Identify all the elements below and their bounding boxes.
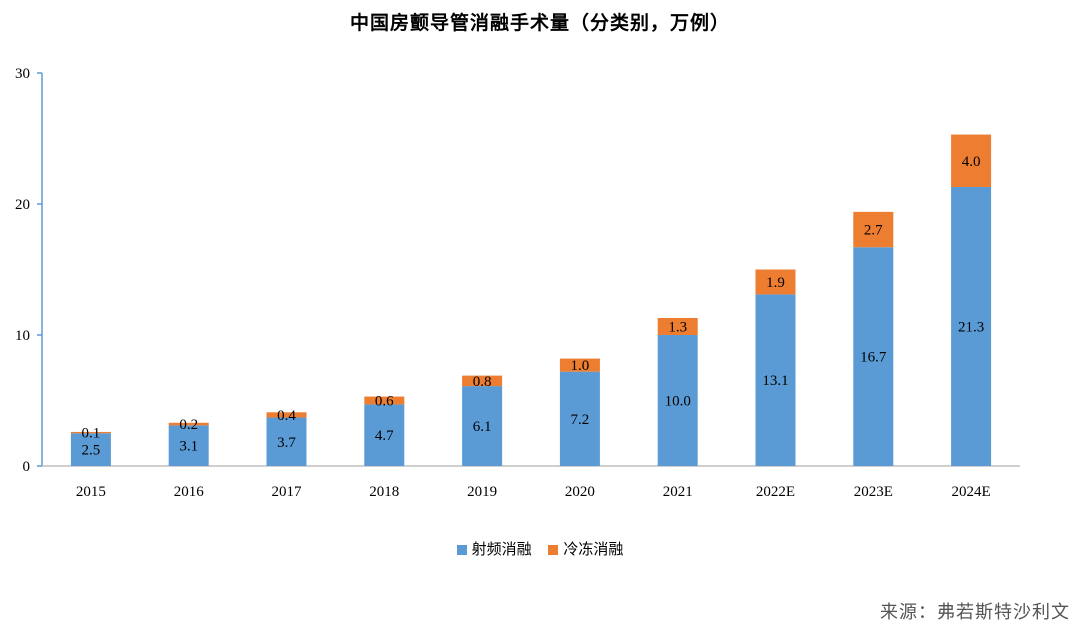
chart-axes: 0 10 20 30 2015 2016 2017 2018 2019 2020 2021 2022E… (15, 66, 1020, 500)
legend-label-rf: 射频消融 (471, 540, 532, 558)
data-label-rf: 3.1 (179, 439, 198, 455)
data-label-cryo: 1.9 (766, 275, 785, 291)
y-tick-label: 10 (15, 328, 30, 344)
data-label-cryo: 0.2 (179, 417, 198, 433)
data-label-cryo: 1.0 (571, 358, 590, 374)
data-label-cryo: 2.7 (864, 223, 883, 239)
x-tick-label: 2021 (663, 484, 693, 500)
chart-legend: 射频消融 冷冻消融 (0, 538, 1080, 559)
bar-cryo (364, 396, 405, 405)
data-label-rf: 7.2 (571, 412, 590, 428)
bar-rf (364, 404, 405, 466)
bar-cryo (266, 412, 307, 418)
x-tick-label: 2023E (854, 484, 893, 500)
data-label-rf: 16.7 (860, 350, 887, 366)
data-label-rf: 10.0 (665, 394, 691, 410)
x-tick-label: 2015 (76, 484, 106, 500)
bar-cryo (168, 422, 209, 426)
bar-cryo (462, 375, 503, 387)
bar-rf (755, 294, 796, 466)
bar-rf (951, 186, 992, 466)
bar-cryo (70, 431, 111, 434)
data-label-rf: 13.1 (762, 373, 788, 389)
data-label-cryo: 4.0 (962, 154, 981, 170)
legend-item-rf: 射频消融 (456, 538, 532, 559)
data-label-cryo: 1.3 (668, 319, 687, 335)
bar-cryo (951, 134, 992, 187)
y-tick-label: 20 (15, 197, 30, 213)
bar-rf (168, 425, 209, 466)
data-label-rf: 6.1 (473, 419, 492, 435)
legend-swatch-cryo (548, 545, 559, 555)
x-tick-label: 2020 (565, 484, 595, 500)
bar-cryo (559, 358, 600, 372)
data-label-cryo: 0.8 (473, 374, 492, 390)
bar-rf (266, 417, 307, 466)
x-tick-label: 2017 (272, 484, 303, 500)
legend-swatch-rf (456, 545, 467, 555)
data-label-rf: 21.3 (958, 319, 984, 335)
x-tick-label: 2016 (174, 484, 205, 500)
bar-rf (559, 371, 600, 466)
data-label-rf: 2.5 (82, 443, 101, 459)
y-tick-label: 0 (23, 459, 31, 475)
data-label-cryo: 0.6 (375, 394, 394, 410)
chart-bars: 2.50.1 3.1 0.2 3.7 0.4 4.7 0.6 6.1 0.8 7.2 1.0 10.0… (70, 134, 992, 466)
x-tick-label: 2024E (952, 484, 991, 500)
x-tick-label: 2022E (756, 484, 795, 500)
bar-cryo (657, 317, 698, 335)
bar-rf (657, 335, 698, 466)
bar-rf (70, 433, 111, 466)
x-tick-label: 2019 (467, 484, 497, 500)
legend-item-cryo: 冷冻消融 (548, 538, 623, 559)
bar-cryo (853, 211, 894, 248)
x-tick-label: 2018 (369, 484, 399, 500)
data-label-cryo: 0.1 (82, 426, 101, 442)
bar-rf (853, 247, 894, 466)
data-label-cryo: 0.4 (277, 408, 296, 424)
source-note: 来源：弗若斯特沙利文 (880, 602, 1070, 623)
bar-cryo (755, 269, 796, 295)
legend-label-cryo: 冷冻消融 (563, 540, 624, 558)
bar-rf (462, 386, 503, 466)
data-label-rf: 3.7 (277, 435, 296, 451)
chart-title: 中国房颤导管消融手术量（分类别，万例） (349, 12, 730, 34)
data-label-rf: 4.7 (375, 428, 394, 444)
y-tick-label: 30 (15, 66, 30, 82)
